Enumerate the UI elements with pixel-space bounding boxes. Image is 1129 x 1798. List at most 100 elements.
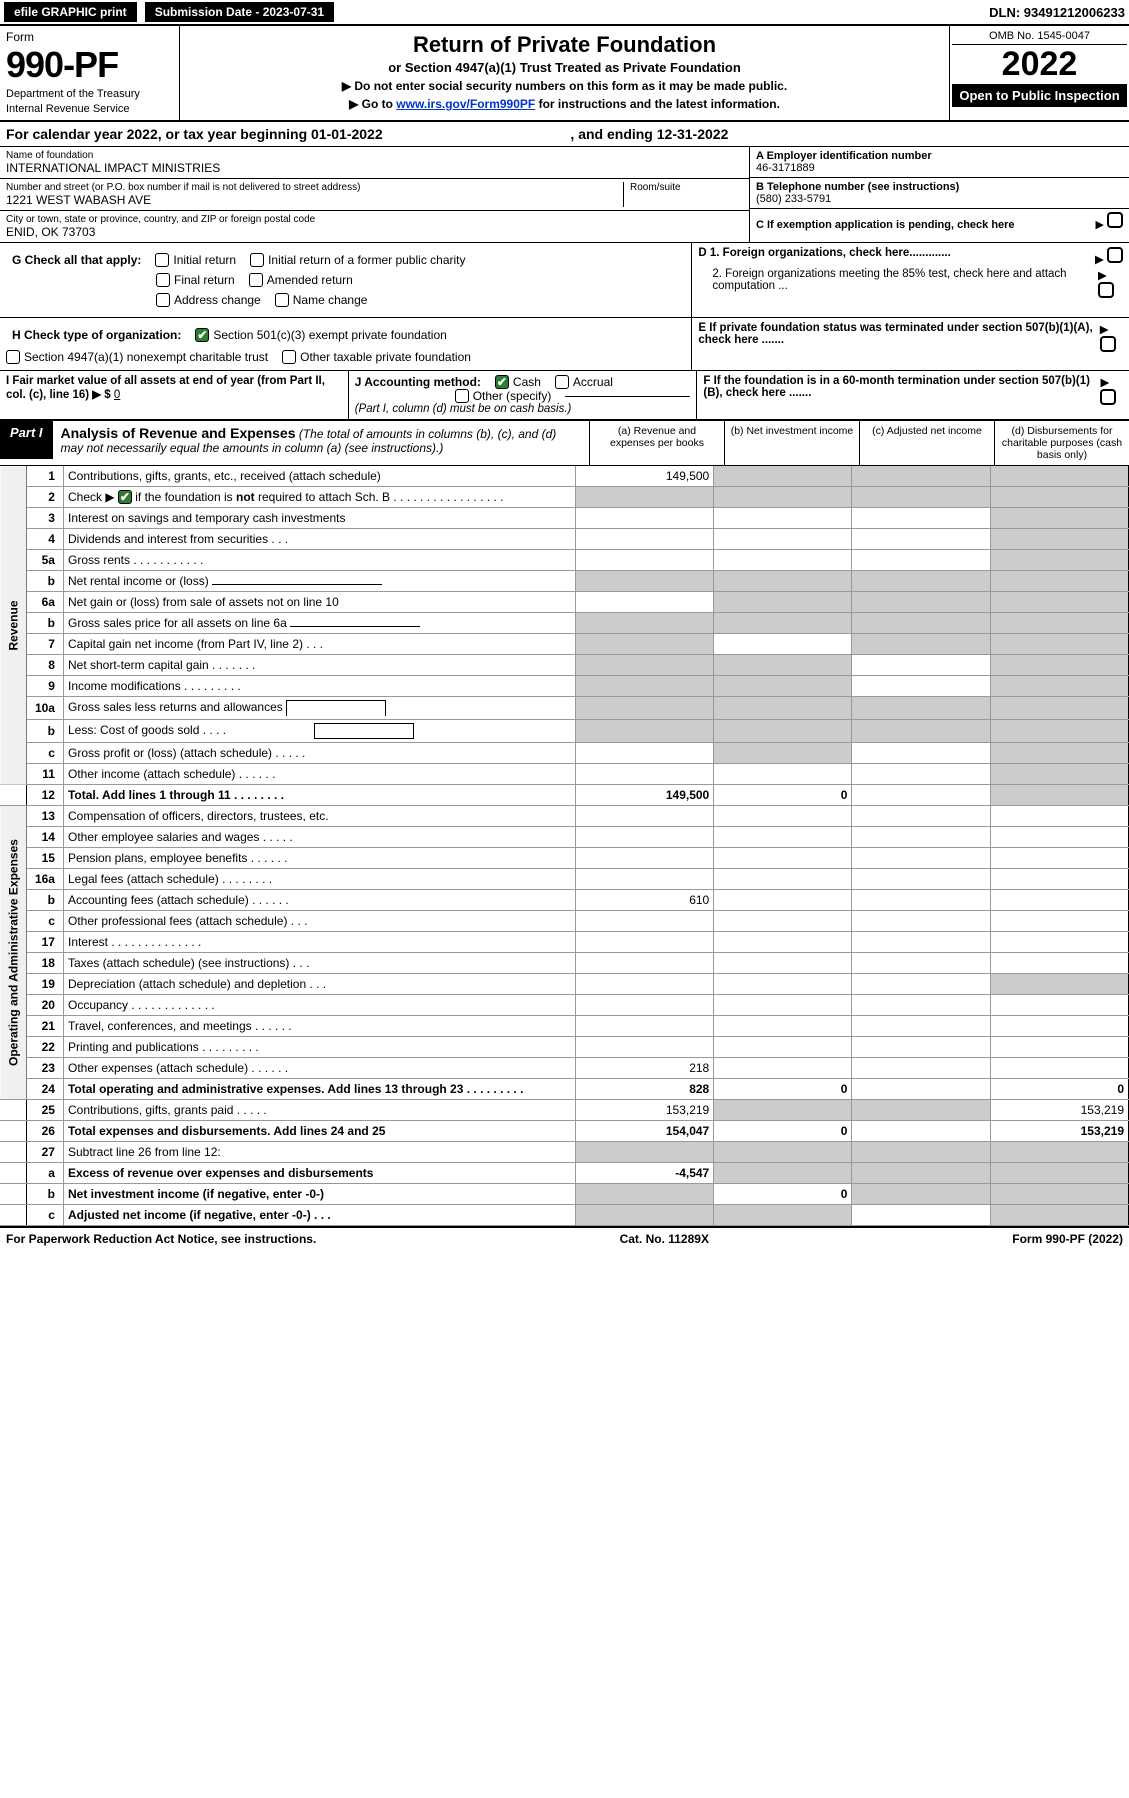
col-c-header: (c) Adjusted net income: [860, 421, 995, 465]
line-19: Depreciation (attach schedule) and deple…: [63, 974, 575, 995]
line-21: Travel, conferences, and meetings . . . …: [63, 1016, 575, 1037]
column-headers: (a) Revenue and expenses per books (b) N…: [589, 421, 1129, 465]
g-final-checkbox[interactable]: [156, 273, 170, 287]
g-final: Final return: [174, 273, 235, 287]
j-other-checkbox[interactable]: [455, 389, 469, 403]
c-label: C If exemption application is pending, c…: [756, 219, 1015, 231]
g-amended: Amended return: [267, 273, 353, 287]
table-row: 5aGross rents . . . . . . . . . . .: [0, 550, 1129, 571]
line-9: Income modifications . . . . . . . . .: [63, 676, 575, 697]
g-amended-checkbox[interactable]: [249, 273, 263, 287]
efile-print-button[interactable]: efile GRAPHIC print: [4, 2, 137, 22]
table-row: cOther professional fees (attach schedul…: [0, 911, 1129, 932]
j-cash-checkbox[interactable]: ✔: [495, 375, 509, 389]
part1-tag: Part I: [0, 421, 53, 459]
d1-checkbox[interactable]: [1107, 247, 1123, 263]
table-row: 26Total expenses and disbursements. Add …: [0, 1121, 1129, 1142]
form-subtitle: or Section 4947(a)(1) Trust Treated as P…: [188, 60, 941, 75]
line-15: Pension plans, employee benefits . . . .…: [63, 848, 575, 869]
l23-a: 218: [576, 1058, 714, 1079]
h-501c3-checkbox[interactable]: ✔: [195, 328, 209, 342]
line-27c: Adjusted net income (if negative, enter …: [63, 1205, 575, 1226]
l26-a: 154,047: [576, 1121, 714, 1142]
g-section: G Check all that apply: Initial return I…: [6, 247, 685, 273]
table-row: 22Printing and publications . . . . . . …: [0, 1037, 1129, 1058]
form-word: Form: [6, 30, 173, 44]
phone-value: (580) 233-5791: [756, 193, 1123, 205]
l26-d: 153,219: [990, 1121, 1128, 1142]
h-4947-checkbox[interactable]: [6, 350, 20, 364]
table-row: aExcess of revenue over expenses and dis…: [0, 1163, 1129, 1184]
d2-checkbox[interactable]: [1098, 282, 1114, 298]
line-5b: Net rental income or (loss): [63, 571, 575, 592]
e-checkbox[interactable]: [1100, 336, 1116, 352]
h-label: H Check type of organization:: [12, 328, 181, 342]
l25-a: 153,219: [576, 1100, 714, 1121]
header-right: OMB No. 1545-0047 2022 Open to Public In…: [949, 26, 1129, 120]
name-label: Name of foundation: [6, 150, 743, 161]
line-23: Other expenses (attach schedule) . . . .…: [63, 1058, 575, 1079]
part1-title: Analysis of Revenue and Expenses: [61, 425, 296, 441]
table-row: 8Net short-term capital gain . . . . . .…: [0, 655, 1129, 676]
open-public: Open to Public Inspection: [952, 84, 1127, 107]
table-row: bNet investment income (if negative, ent…: [0, 1184, 1129, 1205]
f-label: F If the foundation is in a 60-month ter…: [703, 375, 1100, 415]
footer-right: Form 990-PF (2022): [1012, 1232, 1123, 1246]
table-row: bLess: Cost of goods sold . . . .: [0, 720, 1129, 743]
col-d-header: (d) Disbursements for charitable purpose…: [995, 421, 1129, 465]
line-16c: Other professional fees (attach schedule…: [63, 911, 575, 932]
city-row: City or town, state or province, country…: [0, 211, 749, 242]
c-checkbox[interactable]: [1107, 212, 1123, 228]
col-a-header: (a) Revenue and expenses per books: [590, 421, 725, 465]
table-row: 4Dividends and interest from securities …: [0, 529, 1129, 550]
calendar-year-row: For calendar year 2022, or tax year begi…: [0, 122, 1129, 147]
schb-checkbox[interactable]: ✔: [118, 490, 132, 504]
f-checkbox[interactable]: [1100, 389, 1116, 405]
j-other: Other (specify): [473, 389, 552, 403]
table-row: 24Total operating and administrative exp…: [0, 1079, 1129, 1100]
l12-a: 149,500: [576, 785, 714, 806]
city-state-zip: ENID, OK 73703: [6, 225, 743, 239]
line-10c: Gross profit or (loss) (attach schedule)…: [63, 743, 575, 764]
h-other-checkbox[interactable]: [282, 350, 296, 364]
table-row: 9Income modifications . . . . . . . . .: [0, 676, 1129, 697]
l16b-a: 610: [576, 890, 714, 911]
table-row: cAdjusted net income (if negative, enter…: [0, 1205, 1129, 1226]
table-row: 25Contributions, gifts, grants paid . . …: [0, 1100, 1129, 1121]
ein-value: 46-3171889: [756, 162, 1123, 174]
room-label: Room/suite: [630, 182, 743, 193]
form-link[interactable]: www.irs.gov/Form990PF: [396, 97, 535, 111]
d1-label: D 1. Foreign organizations, check here..…: [698, 247, 950, 266]
table-row: Operating and Administrative Expenses 13…: [0, 806, 1129, 827]
page-footer: For Paperwork Reduction Act Notice, see …: [0, 1226, 1129, 1250]
g-initial: Initial return: [173, 253, 236, 267]
line-10a: Gross sales less returns and allowances: [63, 697, 575, 720]
table-row: 14Other employee salaries and wages . . …: [0, 827, 1129, 848]
table-row: 6aNet gain or (loss) from sale of assets…: [0, 592, 1129, 613]
table-row: 12Total. Add lines 1 through 11 . . . . …: [0, 785, 1129, 806]
line-16a: Legal fees (attach schedule) . . . . . .…: [63, 869, 575, 890]
line-6a: Net gain or (loss) from sale of assets n…: [63, 592, 575, 613]
d1-row: D 1. Foreign organizations, check here..…: [698, 247, 1123, 266]
l12-b: 0: [714, 785, 852, 806]
ein-row: A Employer identification number 46-3171…: [750, 147, 1129, 178]
phone-row: B Telephone number (see instructions) (5…: [750, 178, 1129, 209]
line-14: Other employee salaries and wages . . . …: [63, 827, 575, 848]
table-row: cGross profit or (loss) (attach schedule…: [0, 743, 1129, 764]
dln-number: DLN: 93491212006233: [989, 5, 1125, 20]
line-22: Printing and publications . . . . . . . …: [63, 1037, 575, 1058]
street-address: 1221 WEST WABASH AVE: [6, 193, 623, 207]
e-label: E If private foundation status was termi…: [698, 322, 1099, 366]
table-row: 27Subtract line 26 from line 12:: [0, 1142, 1129, 1163]
line-27b: Net investment income (if negative, ente…: [63, 1184, 575, 1205]
submission-date-button[interactable]: Submission Date - 2023-07-31: [145, 2, 334, 22]
g-initial-checkbox[interactable]: [155, 253, 169, 267]
j-accrual-checkbox[interactable]: [555, 375, 569, 389]
g-name-checkbox[interactable]: [275, 293, 289, 307]
table-row: 11Other income (attach schedule) . . . .…: [0, 764, 1129, 785]
form-number: 990-PF: [6, 44, 173, 86]
line-7: Capital gain net income (from Part IV, l…: [63, 634, 575, 655]
g-initial-former-checkbox[interactable]: [250, 253, 264, 267]
g-addr-checkbox[interactable]: [156, 293, 170, 307]
line-27a: Excess of revenue over expenses and disb…: [63, 1163, 575, 1184]
